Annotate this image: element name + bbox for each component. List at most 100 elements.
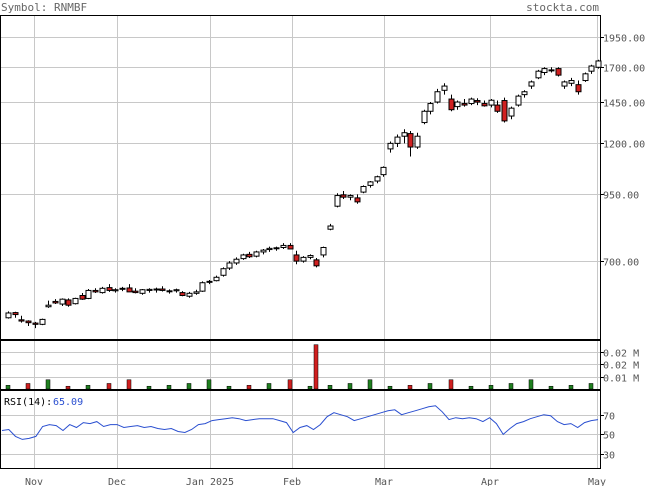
candle-body-down [313,259,320,267]
candle [528,80,535,89]
candle-body-up [112,289,119,292]
candle [226,261,233,271]
candle-body-down [106,287,113,291]
price-grid [1,16,600,339]
candle-body-down [179,292,186,296]
candle-body-up [280,244,287,248]
volume-bar [387,385,393,390]
volume-bar [427,383,433,390]
rsi-axis: 70 50 30 [600,412,615,462]
candle-body-up [394,136,401,144]
volume-bar [307,385,313,390]
candle-body-up [528,81,535,87]
candle-body-up [199,282,206,292]
candle [501,97,508,123]
volume-bar [186,383,192,390]
volume-axis: 0.02 M0.02 M 0.01 M [600,349,639,385]
volume-bar [407,385,413,390]
rsi-tick-label: 30 [603,451,615,462]
candle-body-down [92,289,99,293]
candle [132,288,139,294]
candle-body-up [213,276,220,282]
candle-body-up [515,95,522,106]
candle [535,69,542,80]
candle-body-up [220,268,227,276]
volume-bar [25,383,31,390]
price-axis: 1950.00 1700.00 1450.00 1200.00 950.00 700.00 [600,34,645,269]
candle [119,286,126,292]
volume-bar [508,383,514,390]
candle [260,248,267,255]
candle-body-up [380,166,387,176]
candle-body-up [226,262,233,269]
candle [126,284,133,293]
volume-bar [468,385,474,390]
rsi-grid [1,391,600,468]
candle-body-down [474,100,481,103]
candle-body-up [5,312,12,319]
candle-body-up [72,297,79,305]
candle-body-up [421,110,428,124]
candle [320,246,327,258]
candle [273,246,280,251]
candle [52,299,59,305]
volume-bar [226,385,232,390]
candle [240,253,247,260]
candle [334,193,341,208]
x-tick-label: Dec [108,477,126,486]
volume-bar [327,385,333,390]
candle [461,99,468,107]
x-tick-label: Feb [283,477,301,486]
candle-body-up [166,290,173,293]
volume-bar [166,385,172,390]
x-tick-label: Apr [481,477,499,486]
candle-body-up [266,247,273,251]
candle [220,267,227,277]
candle-body-up [334,195,341,207]
candle-body-down [354,197,361,203]
candle [179,291,186,297]
y-tick-label: 1450.00 [603,99,645,110]
candle-body-up [139,289,146,294]
candle-body-up [588,65,595,72]
candle [206,279,213,285]
candle [59,298,66,306]
y-tick-label: 1700.00 [603,64,645,75]
candle-body-up [561,81,568,87]
candle-body-up [401,132,408,137]
candle [5,311,12,319]
candle [387,141,394,153]
candle-body-down [555,68,562,76]
candle-body-up [427,103,434,112]
candle [307,254,314,260]
x-axis: Nov Dec Jan 2025 Feb Mar Apr May [25,477,606,486]
candle [313,257,320,268]
rsi-title: RSI(14): [4,397,52,408]
candle [448,94,455,112]
candle [112,288,119,293]
candle [72,297,79,305]
candle-body-up [508,107,515,117]
candle [468,97,475,106]
volume-tick-label: 0.02 M [603,361,639,372]
candle-body-up [548,69,555,72]
candle [153,287,160,293]
candle [159,286,166,292]
rsi-tick-label: 70 [603,412,615,423]
y-tick-label: 950.00 [603,191,639,202]
candle-body-up [153,288,160,291]
x-tick-label: May [588,477,606,486]
volume-bar [528,379,534,390]
volume-bar [85,385,91,390]
candle [45,300,52,308]
candle-body-down [79,294,86,300]
candle-body-up [173,289,180,292]
volume-bar [347,383,353,390]
volume-panel: 0.02 M0.02 M 0.01 M [0,340,639,390]
volume-bar [588,383,594,390]
volume-bar [568,385,574,390]
candle [25,320,32,327]
candle [481,100,488,107]
candle-body-down [246,253,253,258]
candle [575,80,582,95]
